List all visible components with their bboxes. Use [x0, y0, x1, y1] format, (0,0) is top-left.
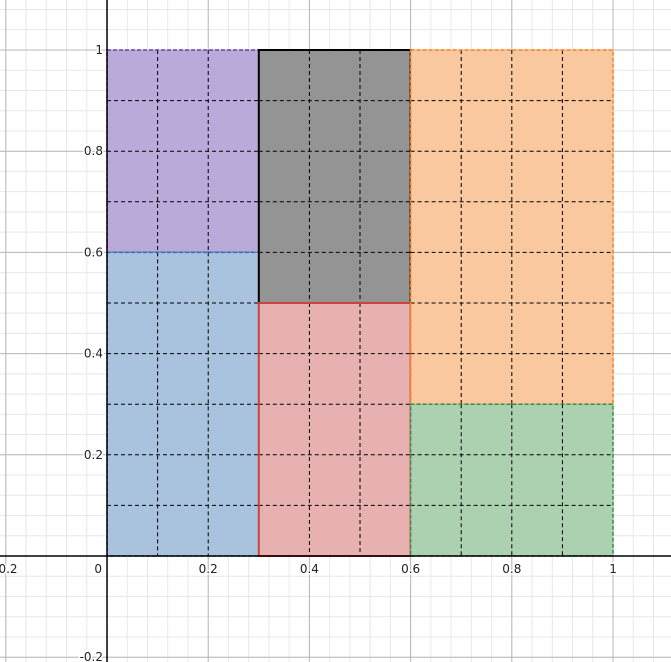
y-tick-label: 0.6: [84, 245, 103, 259]
x-tick-label: 0.8: [502, 562, 521, 576]
y-tick-label: -0.2: [80, 650, 103, 662]
region-fill: [258, 49, 411, 303]
region: [257, 301, 412, 557]
region: [106, 49, 260, 254]
x-tick-label: -0.2: [0, 562, 18, 576]
y-tick-label: 0.2: [84, 448, 103, 462]
x-tick-label: 0.6: [401, 562, 420, 576]
x-tick-label: 0: [94, 562, 102, 576]
x-tick-label: 0.4: [300, 562, 319, 576]
y-tick-label: 0.8: [84, 144, 103, 158]
x-tick-label: 1: [609, 562, 617, 576]
region: [257, 48, 412, 304]
region: [106, 251, 260, 557]
region-border: [409, 403, 614, 557]
region: [409, 403, 614, 557]
x-tick-label: 0.2: [199, 562, 218, 576]
y-tick-label: 0.4: [84, 347, 103, 361]
region-fill: [258, 302, 411, 556]
region: [409, 49, 614, 405]
y-tick-label: 1: [95, 43, 103, 57]
